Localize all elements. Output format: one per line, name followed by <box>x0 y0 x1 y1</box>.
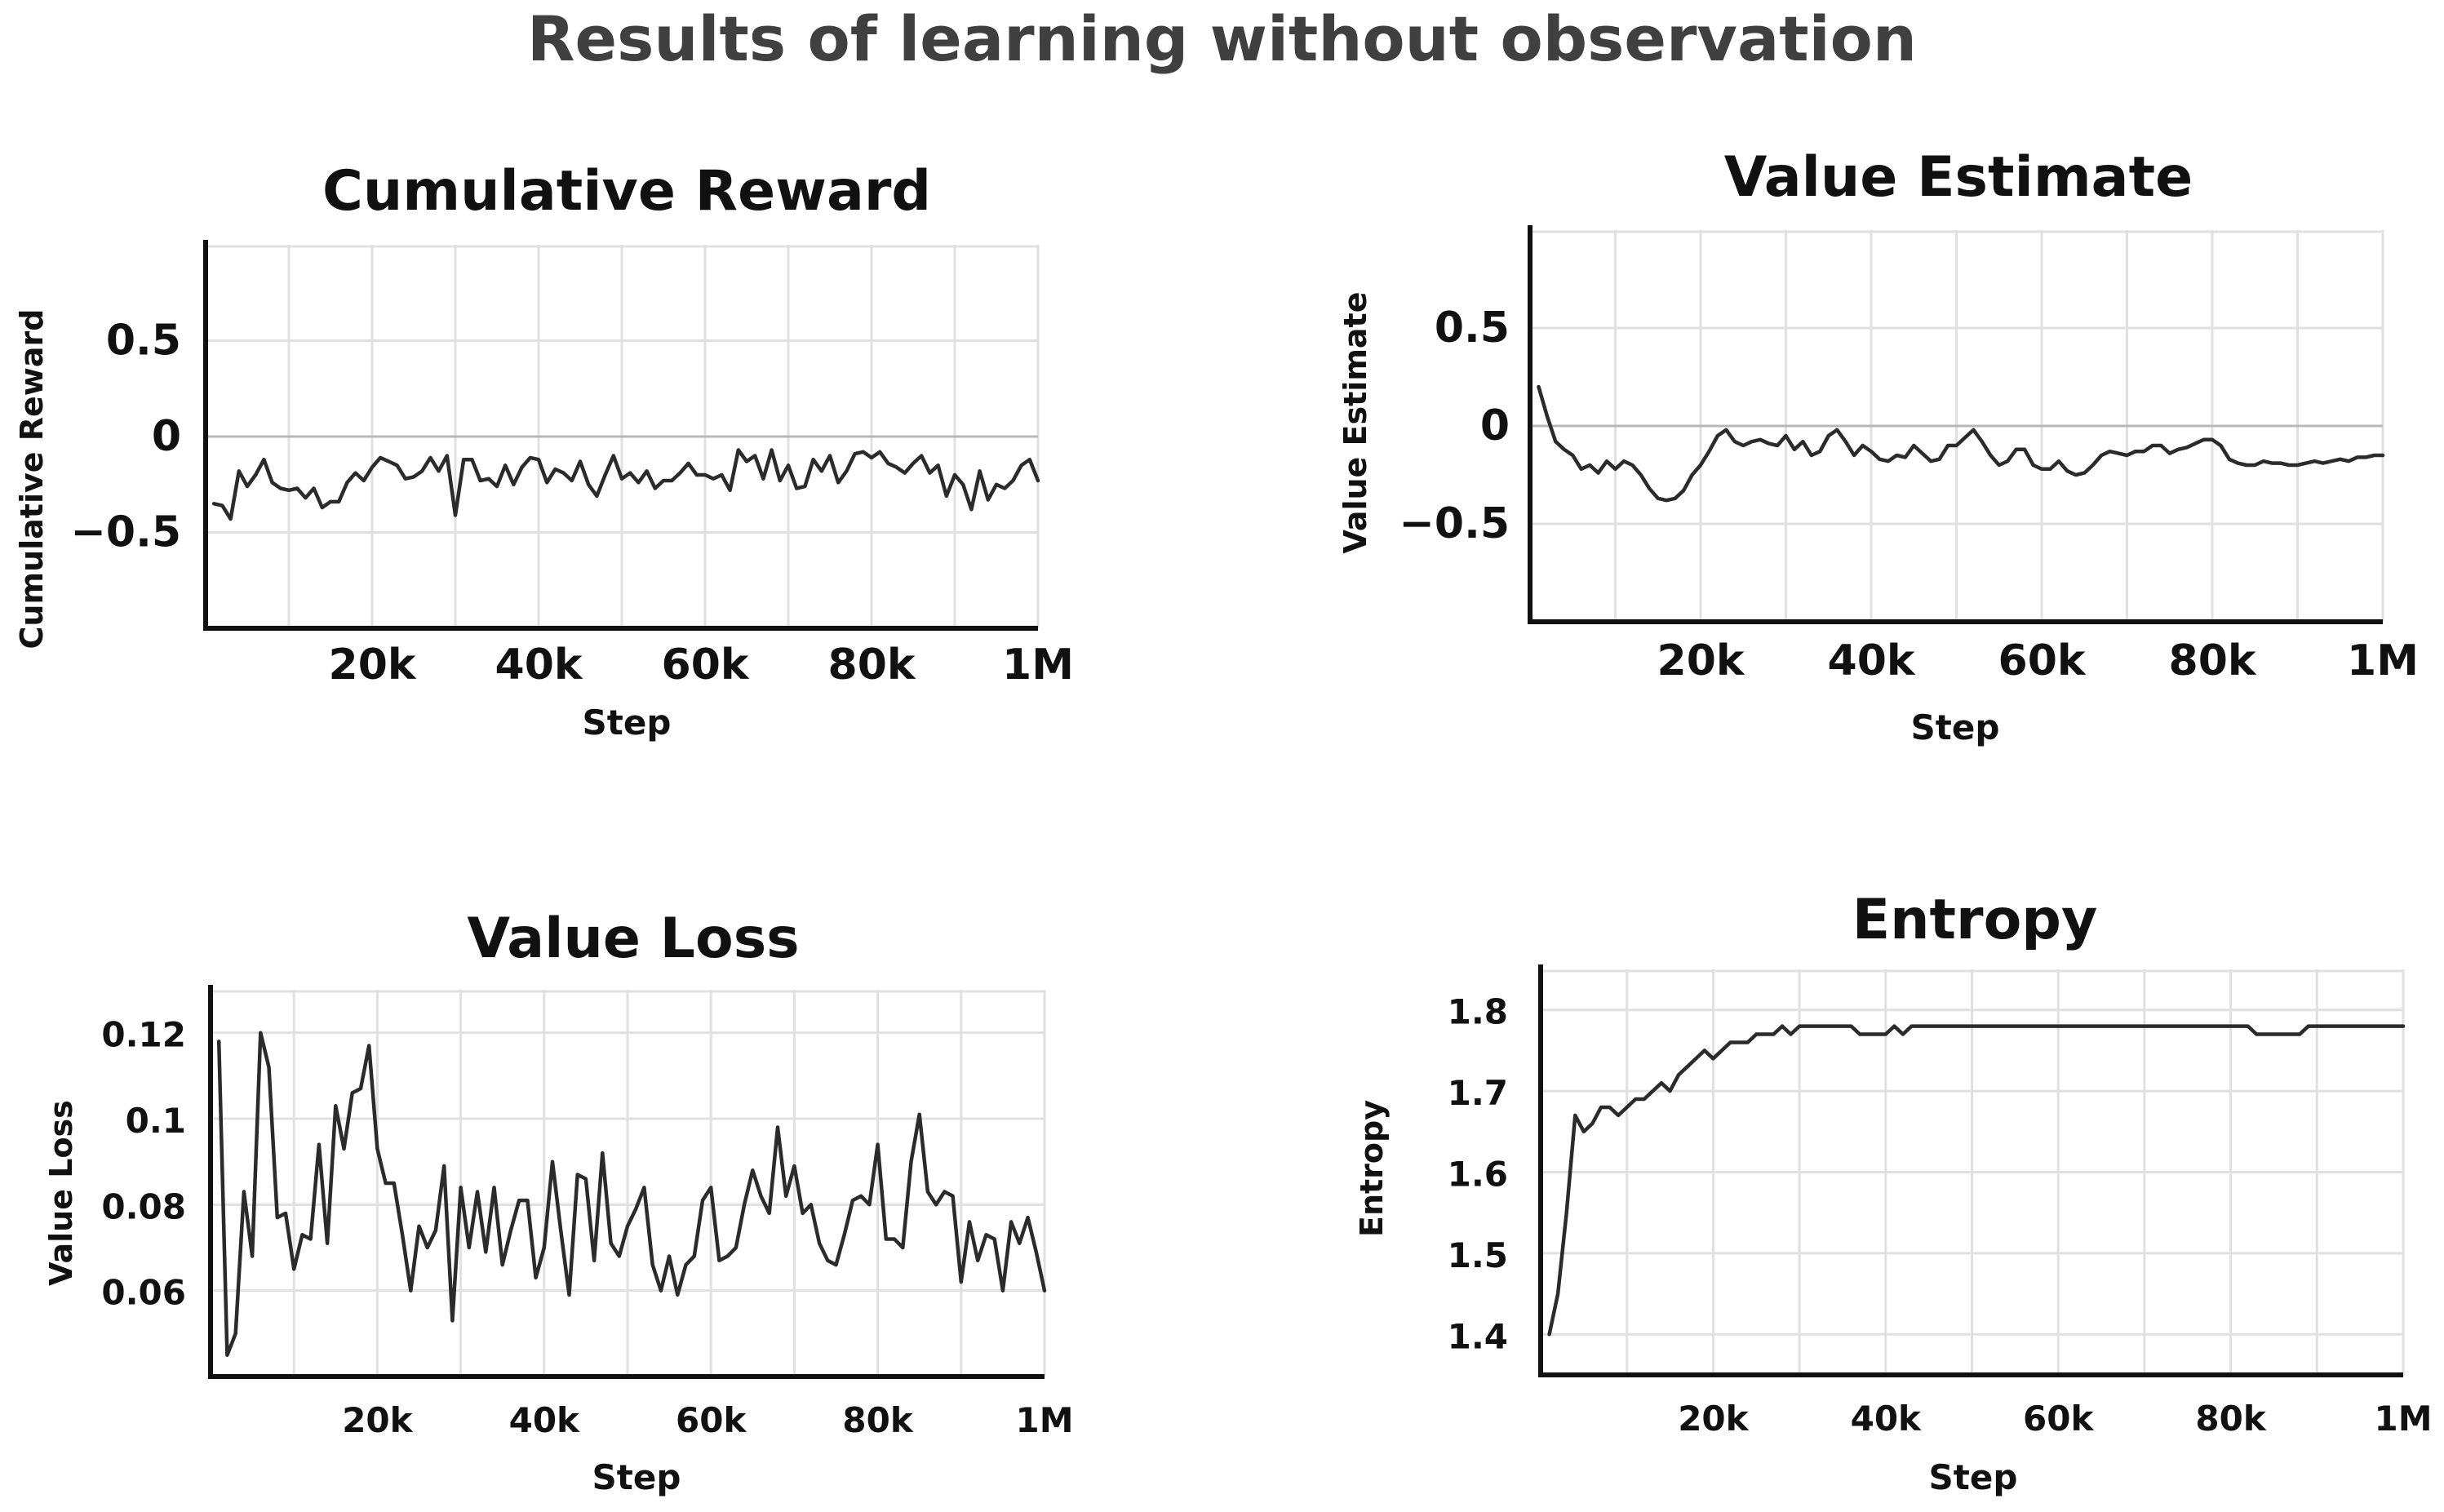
panel-title: Cumulative Reward <box>322 159 931 224</box>
y-axis-label: Value Estimate <box>1337 292 1373 554</box>
y-axis-label: Value Loss <box>43 1100 79 1286</box>
panel-title: Value Loss <box>467 907 799 971</box>
series-line <box>216 1031 1047 1357</box>
y-tick-label: 0.08 <box>101 1186 186 1226</box>
y-axis-label: Entropy <box>1354 1100 1390 1237</box>
plot-area: 0.5 0 −0.5 20k 40k 60k 80k 1M <box>70 240 1074 689</box>
y-tick-label: 0 <box>1480 401 1510 450</box>
x-tick-label: 20k <box>1678 1399 1749 1439</box>
x-tick-label: 20k <box>1657 636 1745 685</box>
x-tick-label: 1M <box>2347 636 2419 685</box>
y-tick-label: 1.6 <box>1448 1155 1508 1195</box>
x-tick-label: 1M <box>2374 1399 2432 1439</box>
series-line <box>211 448 1040 521</box>
y-axis-label: Cumulative Reward <box>14 309 50 650</box>
panel-title: Entropy <box>1852 888 2098 952</box>
panel-title: Value Estimate <box>1724 145 2193 210</box>
y-tick-label: 0.1 <box>126 1101 186 1141</box>
panel-value-loss: Value Loss Value Loss Step 0.120.10.080.… <box>43 907 1074 1497</box>
y-tick-label: 1.8 <box>1448 992 1508 1032</box>
figure-title: Results of learning without observation <box>527 2 1917 75</box>
x-tick-label: 20k <box>342 1400 413 1440</box>
y-tick-label: 0.5 <box>1435 304 1510 353</box>
x-tick-label: 20k <box>329 641 417 689</box>
plot-area: 0.5 0 −0.5 20k 40k 60k 80k 1M <box>1399 225 2419 685</box>
x-axis-label: Step <box>592 1457 681 1497</box>
x-axis-label: Step <box>1911 707 2000 747</box>
x-tick-label: 60k <box>662 641 750 689</box>
x-tick-label: 60k <box>2023 1399 2094 1439</box>
x-tick-label: 80k <box>2169 636 2257 685</box>
x-tick-label: 60k <box>676 1400 747 1440</box>
x-tick-label: 80k <box>2195 1399 2266 1439</box>
x-tick-label: 40k <box>1828 636 1916 685</box>
panel-value-estimate: Value Estimate Value Estimate Step 0.5 0 −… <box>1337 145 2419 747</box>
x-axis-label: Step <box>1929 1457 2018 1497</box>
x-axis-label: Step <box>583 703 672 743</box>
y-tick-label: 0.12 <box>101 1015 186 1055</box>
y-tick-label: 1.7 <box>1448 1073 1508 1113</box>
y-tick-label: −0.5 <box>1399 499 1510 548</box>
x-tick-label: 1M <box>1002 641 1074 689</box>
y-tick-label: −0.5 <box>70 508 181 557</box>
y-tick-label: 0.06 <box>101 1273 186 1313</box>
x-tick-label: 40k <box>1851 1399 1922 1439</box>
x-tick-label: 80k <box>842 1400 913 1440</box>
x-tick-label: 40k <box>509 1400 580 1440</box>
plot-area: 1.8 1.7 1.6 1.5 1.4 20k 40k 60k 80k 1M <box>1448 964 2433 1439</box>
x-tick-label: 80k <box>828 641 916 689</box>
series-line <box>1537 384 2385 503</box>
x-tick-label: 40k <box>495 641 583 689</box>
x-tick-label: 1M <box>1015 1400 1073 1440</box>
y-tick-label: 1.5 <box>1448 1235 1508 1275</box>
y-tick-label: 1.4 <box>1448 1316 1508 1356</box>
plot-area: 0.12 0.1 0.08 0.06 20k 40k 60k 80k 1M <box>101 985 1074 1440</box>
panel-cumulative-reward: Cumulative Reward Cumulative Reward Step… <box>14 159 1074 743</box>
y-tick-label: 0 <box>152 412 181 461</box>
series-line <box>1547 1024 2406 1337</box>
panel-entropy: Entropy Entropy Step 1.8 1.7 1.6 1.5 1.4 20k 4… <box>1354 888 2433 1497</box>
y-tick-label: 0.5 <box>106 317 181 366</box>
x-tick-label: 60k <box>1998 636 2087 685</box>
